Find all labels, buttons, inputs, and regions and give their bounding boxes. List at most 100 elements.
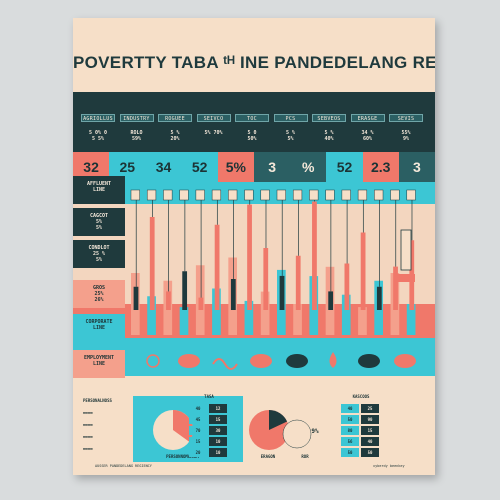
handshake-icon xyxy=(250,354,272,368)
header-number-5: 3 xyxy=(254,152,291,182)
column-header-8: SEVIS xyxy=(389,114,423,122)
bar-a-13 xyxy=(341,294,351,335)
pie-middle xyxy=(249,410,289,450)
diamond-icon xyxy=(394,354,416,368)
column-header-0: AGRIOLLUS xyxy=(81,114,115,122)
pie-middle-side: ROR xyxy=(301,454,309,459)
column-header-2: ROGUEE xyxy=(158,114,192,122)
side-label-0: AFFLUENT LINE xyxy=(73,176,125,204)
infographic-poster: POVERTTY TABA ᵗᴴ INE PANDEDELANG REGIENC… xyxy=(73,18,435,475)
poster-title: POVERTTY TABA ᵗᴴ INE PANDEDELANG REGIENC… xyxy=(73,53,435,72)
table-cell: 15 xyxy=(209,415,227,424)
bar-b-15 xyxy=(376,286,382,310)
pie-middle-inset xyxy=(282,419,312,449)
icon-row xyxy=(125,346,435,376)
legend-item-3: ▬▬▬▬ xyxy=(83,434,93,439)
header-number-2: 34 xyxy=(145,152,182,182)
affluent-cell-4 xyxy=(195,189,205,201)
bar-b-8 xyxy=(263,248,269,310)
pie-left xyxy=(153,410,193,450)
side-label-5: EMPLOYMENT LINE xyxy=(73,350,125,378)
header-number-8: 2.3 xyxy=(362,152,399,182)
bar-a-8 xyxy=(260,291,270,335)
affluent-cell-0 xyxy=(130,189,140,201)
pie-middle-pct: 9% xyxy=(311,428,319,435)
affluent-cell-13 xyxy=(341,189,351,201)
pie-middle-caption: ERAGON xyxy=(260,454,276,459)
legend-item-4: ▬▬▬▬ xyxy=(83,446,93,451)
affluent-cell-8 xyxy=(260,189,270,201)
header-number-6: % xyxy=(290,152,327,182)
affluent-cell-2 xyxy=(163,189,173,201)
bar-b-6 xyxy=(230,279,236,310)
table-cell: 80 xyxy=(341,426,359,435)
table-cell: 12 xyxy=(209,404,227,413)
affluent-cell-3 xyxy=(179,189,189,201)
column-sub-4: 5 0 50% xyxy=(247,130,257,142)
shark-icon xyxy=(178,354,200,368)
bar-a-7 xyxy=(244,300,254,335)
header-number-9: 3 xyxy=(398,152,435,182)
table-cell: 30 xyxy=(209,426,227,435)
column-sub-2: 5 % 20% xyxy=(170,130,180,142)
bar-b-14 xyxy=(360,232,366,310)
header-number-3: 52 xyxy=(181,152,218,182)
affluent-cell-15 xyxy=(374,189,384,201)
column-sub-8: 55% 9% xyxy=(401,130,411,142)
bar-b-13 xyxy=(344,263,350,310)
bar-chart xyxy=(73,182,435,370)
table-cell: 90 xyxy=(361,415,379,424)
column-header-1: INDUSTRY xyxy=(119,114,154,122)
column-sub-6: 5 % 40% xyxy=(324,130,334,142)
bar-a-3 xyxy=(179,307,189,335)
column-header-7: ERASGE xyxy=(350,114,385,122)
bar-a-1 xyxy=(147,296,156,335)
table-cell: 10 xyxy=(209,437,227,446)
pie-left-caption: PERSONNOMARKET xyxy=(166,454,200,459)
table-cell: 15 xyxy=(189,437,207,446)
bar-b-11 xyxy=(312,201,317,310)
column-sub-1: ROLO 59% xyxy=(130,130,143,142)
table-cell: 50 xyxy=(341,448,359,457)
bar-a-17 xyxy=(406,304,416,335)
column-header-3: SEIVCO xyxy=(196,114,231,122)
bar-b-1 xyxy=(149,217,155,310)
column-header-5: PCS xyxy=(273,114,308,122)
bar-a-5 xyxy=(212,288,221,335)
affluent-cell-14 xyxy=(357,189,368,201)
side-label-2: CONDLOT 25 % 5% xyxy=(73,240,125,268)
affluent-cell-16 xyxy=(390,189,400,201)
sun-icon xyxy=(146,354,160,368)
drop-icon xyxy=(329,352,337,368)
footer-left: AUSSER PANDEDELANG REGIENCY xyxy=(95,464,152,468)
bar-b-12 xyxy=(328,291,334,310)
table-cell: 50 xyxy=(341,415,359,424)
bar-b-16 xyxy=(393,266,398,310)
bar-b-2 xyxy=(166,291,171,310)
table-cell: 70 xyxy=(189,426,207,435)
column-header-4: TOC xyxy=(235,114,269,122)
table-cell: 56 xyxy=(341,437,359,446)
table-cell: 50 xyxy=(361,448,379,457)
side-label-1: CAGCOT 5% 5% xyxy=(73,208,125,236)
affluent-cell-17 xyxy=(406,189,416,201)
legend-item-0: PERSONALNOSS xyxy=(83,398,112,403)
bar-a-14 xyxy=(358,307,367,335)
table-header: TASA xyxy=(204,394,214,399)
icon-band xyxy=(125,346,435,376)
column-sub-7: 34 % 60% xyxy=(361,130,374,142)
column-header-6: SEBVEOS xyxy=(312,114,346,122)
table-cell: 25 xyxy=(361,404,379,413)
table-cell: 45 xyxy=(189,415,207,424)
bar-b-9 xyxy=(279,275,285,310)
column-sub-3: 5% 70% xyxy=(204,130,223,136)
side-label-3: GROS 25% 26% xyxy=(73,280,125,308)
table-cell: 40 xyxy=(189,404,207,413)
affluent-cell-6 xyxy=(228,189,238,201)
table-header: KASCOOS xyxy=(352,394,370,399)
bar-a-10 xyxy=(293,304,302,335)
affluent-cell-11 xyxy=(309,189,319,201)
column-sub-5: 5 % 5% xyxy=(285,130,296,142)
bar-b-7 xyxy=(247,204,252,310)
pedestal-icon xyxy=(395,274,415,282)
